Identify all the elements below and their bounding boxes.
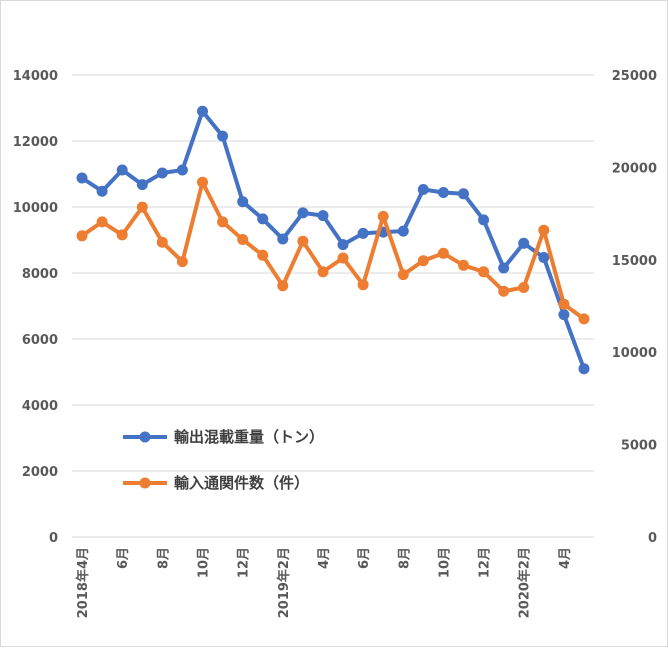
data-point [357, 279, 369, 291]
right-tick-label: 5000 [621, 439, 657, 454]
x-tick-label: 6月 [357, 547, 372, 569]
left-axis-ticks: 0 2000 4000 6000 8000 10000 12000 14000 [13, 69, 58, 546]
data-point [317, 210, 329, 222]
data-point [76, 230, 88, 242]
left-tick-label: 6000 [22, 333, 58, 348]
x-tick-label: 2018年4月 [75, 547, 91, 618]
data-point [337, 252, 349, 264]
data-point [76, 172, 88, 184]
right-tick-label: 25000 [612, 69, 657, 84]
data-point [217, 130, 229, 142]
data-point [257, 213, 269, 225]
left-tick-label: 0 [49, 531, 58, 546]
left-tick-label: 12000 [13, 135, 58, 150]
right-tick-label: 10000 [612, 346, 657, 361]
x-tick-label: 10月 [437, 547, 452, 578]
data-point [397, 225, 409, 237]
x-tick-label: 8月 [156, 547, 171, 569]
left-tick-label: 10000 [13, 201, 58, 216]
right-tick-label: 0 [648, 531, 657, 546]
data-point [357, 227, 369, 239]
x-tick-label: 10月 [197, 547, 212, 578]
data-point [197, 105, 208, 117]
data-point [237, 234, 249, 245]
data-point [96, 185, 108, 197]
data-point [478, 266, 490, 278]
data-point [518, 237, 530, 249]
x-axis-ticks: 2018年4月 6月 8月 10月 12月 2019年2月 4月 6月 8月 10月 12月 2020… [75, 547, 573, 618]
data-point [156, 167, 168, 179]
data-point [578, 313, 590, 325]
series-export [76, 105, 590, 375]
legend-label-export: 輸出混載重量（トン） [174, 428, 324, 446]
data-point [478, 214, 490, 226]
x-tick-label: 6月 [116, 547, 131, 569]
data-point [458, 259, 469, 271]
legend-swatch-marker [139, 431, 151, 443]
data-point [116, 164, 128, 176]
x-tick-label: 4月 [558, 547, 573, 569]
x-tick-label: 4月 [317, 547, 332, 569]
legend: 輸出混載重量（トン） 輸入通関件数（件） [123, 428, 324, 492]
data-point [498, 285, 510, 297]
data-point [257, 249, 269, 261]
right-axis-ticks: 0 5000 10000 15000 20000 25000 [612, 69, 657, 546]
data-point [437, 247, 449, 259]
x-tick-label: 12月 [478, 547, 493, 578]
left-tick-label: 14000 [13, 69, 58, 84]
series-layer [76, 105, 590, 375]
left-tick-label: 4000 [22, 399, 58, 414]
gridlines [72, 74, 594, 538]
data-point [558, 309, 570, 321]
data-point [96, 216, 108, 228]
data-point [116, 229, 128, 241]
data-point [217, 216, 229, 228]
data-point [136, 201, 148, 213]
data-point [377, 210, 389, 222]
data-point [277, 280, 289, 292]
data-point [297, 207, 309, 219]
data-point [498, 262, 510, 274]
data-point [297, 235, 309, 247]
right-tick-label: 20000 [612, 161, 657, 176]
data-point [176, 256, 188, 268]
data-point [558, 298, 570, 310]
data-point [578, 363, 590, 375]
x-tick-label: 8月 [397, 547, 412, 569]
legend-item-import: 輸入通関件数（件） [123, 474, 309, 492]
series-line [80, 180, 586, 321]
data-point [156, 236, 168, 248]
data-point [317, 266, 329, 278]
x-tick-label: 2019年2月 [276, 547, 292, 618]
data-point [197, 176, 208, 188]
data-point [237, 196, 249, 208]
legend-item-export: 輸出混載重量（トン） [123, 428, 324, 446]
legend-label-import: 輸入通関件数（件） [174, 474, 309, 492]
series-import [76, 176, 590, 325]
data-point [458, 188, 469, 200]
left-tick-label: 8000 [22, 267, 58, 282]
data-point [397, 269, 409, 281]
data-point [417, 255, 429, 267]
legend-swatch-marker [139, 477, 151, 489]
x-tick-label: 12月 [237, 547, 252, 578]
data-point [538, 252, 550, 263]
left-tick-label: 2000 [22, 465, 58, 480]
data-point [337, 239, 349, 251]
data-point [538, 224, 550, 236]
data-point [176, 164, 188, 176]
data-point [136, 179, 148, 191]
right-tick-label: 15000 [612, 254, 657, 269]
x-tick-label: 2020年2月 [517, 547, 533, 618]
data-point [277, 233, 289, 245]
data-point [518, 282, 530, 293]
data-point [417, 184, 429, 195]
data-point [437, 187, 449, 198]
